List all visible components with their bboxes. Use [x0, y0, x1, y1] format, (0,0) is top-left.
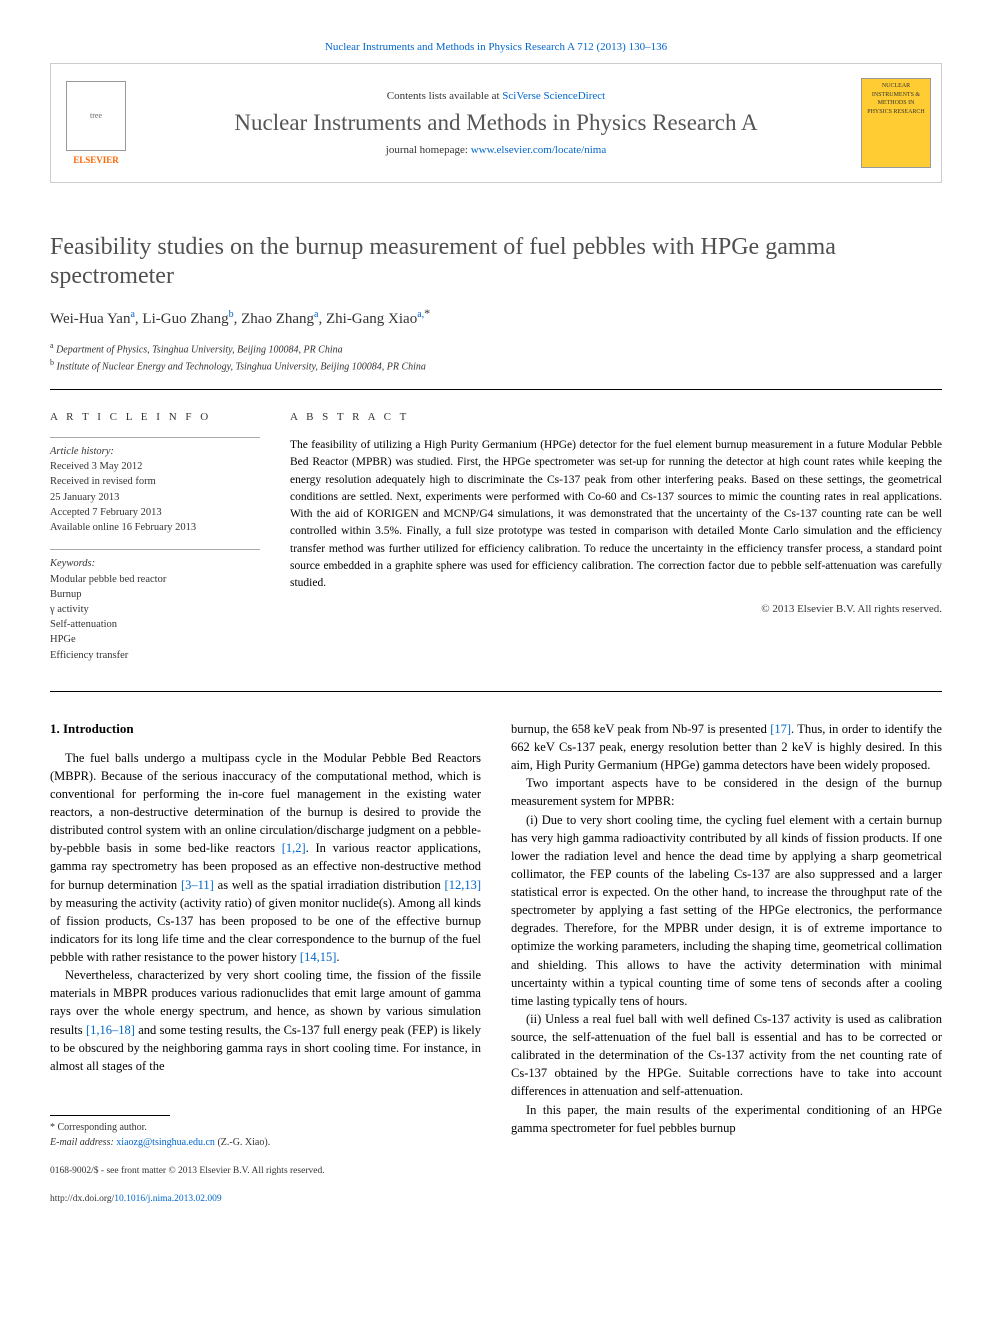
- divider-top: [50, 389, 942, 390]
- author-4: , Zhi-Gang Xiao: [318, 311, 417, 327]
- email-suffix: (Z.-G. Xiao).: [215, 1137, 270, 1148]
- body-column-left: 1. Introduction The fuel balls undergo a…: [50, 720, 481, 1207]
- citation-4[interactable]: [14,15]: [300, 950, 336, 964]
- contents-line: Contents lists available at SciVerse Sci…: [151, 89, 841, 104]
- abstract-column: A B S T R A C T The feasibility of utili…: [290, 410, 942, 677]
- keyword-4: Self-attenuation: [50, 617, 260, 632]
- author-3: , Zhao Zhang: [234, 311, 314, 327]
- author-2: , Li-Guo Zhang: [135, 311, 229, 327]
- body-columns: 1. Introduction The fuel balls undergo a…: [50, 720, 942, 1207]
- p3-text-a: burnup, the 658 keV peak from Nb-97 is p…: [511, 722, 770, 736]
- homepage-link[interactable]: www.elsevier.com/locate/nima: [471, 144, 607, 156]
- doi-line: http://dx.doi.org/10.1016/j.nima.2013.02…: [50, 1192, 481, 1206]
- journal-name: Nuclear Instruments and Methods in Physi…: [151, 110, 841, 136]
- paragraph-7: In this paper, the main results of the e…: [511, 1101, 942, 1137]
- affiliations: a Department of Physics, Tsinghua Univer…: [50, 340, 942, 375]
- email-label: E-mail address:: [50, 1137, 116, 1148]
- keyword-5: HPGe: [50, 632, 260, 647]
- authors-line: Wei-Hua Yana, Li-Guo Zhangb, Zhao Zhanga…: [50, 305, 942, 330]
- p1-text-d: by measuring the activity (activity rati…: [50, 896, 481, 964]
- citation-3[interactable]: [12,13]: [445, 878, 481, 892]
- homepage-line: journal homepage: www.elsevier.com/locat…: [151, 143, 841, 158]
- paragraph-1: The fuel balls undergo a multipass cycle…: [50, 749, 481, 967]
- footer-divider: [50, 1115, 170, 1116]
- aff-b-text: Institute of Nuclear Energy and Technolo…: [54, 362, 426, 373]
- sciencedirect-link[interactable]: SciVerse ScienceDirect: [502, 90, 605, 102]
- paragraph-5: (i) Due to very short cooling time, the …: [511, 811, 942, 1010]
- publisher-name: ELSEVIER: [73, 154, 119, 167]
- publisher-logo-block: tree ELSEVIER: [51, 64, 141, 182]
- article-history: Article history: Received 3 May 2012 Rec…: [50, 437, 260, 535]
- keywords-label: Keywords:: [50, 556, 260, 571]
- paragraph-6: (ii) Unless a real fuel ball with well d…: [511, 1010, 942, 1101]
- paragraph-4: Two important aspects have to be conside…: [511, 774, 942, 810]
- email-link[interactable]: xiaozg@tsinghua.edu.cn: [116, 1137, 215, 1148]
- doi-link[interactable]: 10.1016/j.nima.2013.02.009: [114, 1194, 221, 1204]
- citation-6[interactable]: [17]: [770, 722, 791, 736]
- history-online: Available online 16 February 2013: [50, 520, 260, 535]
- header-center: Contents lists available at SciVerse Sci…: [141, 64, 851, 182]
- affiliation-b: b Institute of Nuclear Energy and Techno…: [50, 357, 942, 374]
- top-citation: Nuclear Instruments and Methods in Physi…: [50, 40, 942, 55]
- citation-2[interactable]: [3–11]: [181, 878, 214, 892]
- homepage-text: journal homepage:: [386, 144, 471, 156]
- paragraph-2: Nevertheless, characterized by very shor…: [50, 966, 481, 1075]
- citation-1[interactable]: [1,2]: [282, 841, 306, 855]
- corresponding-author: * Corresponding author.: [50, 1120, 481, 1135]
- body-column-right: burnup, the 658 keV peak from Nb-97 is p…: [511, 720, 942, 1207]
- divider-bottom: [50, 691, 942, 692]
- history-revised-date: 25 January 2013: [50, 490, 260, 505]
- article-info-label: A R T I C L E I N F O: [50, 410, 260, 425]
- citation-5[interactable]: [1,16–18]: [86, 1023, 135, 1037]
- info-abstract-row: A R T I C L E I N F O Article history: R…: [50, 410, 942, 677]
- article-title: Feasibility studies on the burnup measur…: [50, 233, 942, 291]
- abstract-text: The feasibility of utilizing a High Puri…: [290, 437, 942, 592]
- journal-cover-icon: NUCLEAR INSTRUMENTS & METHODS IN PHYSICS…: [861, 78, 931, 168]
- p1-text-c: as well as the spatial irradiation distr…: [214, 878, 445, 892]
- journal-cover-block: NUCLEAR INSTRUMENTS & METHODS IN PHYSICS…: [851, 64, 941, 182]
- doi-label: http://dx.doi.org/: [50, 1194, 114, 1204]
- abstract-label: A B S T R A C T: [290, 410, 942, 425]
- affiliation-a: a Department of Physics, Tsinghua Univer…: [50, 340, 942, 357]
- footer-block: * Corresponding author. E-mail address: …: [50, 1115, 481, 1207]
- aff-a-text: Department of Physics, Tsinghua Universi…: [54, 344, 343, 355]
- keyword-3: γ activity: [50, 602, 260, 617]
- keyword-6: Efficiency transfer: [50, 648, 260, 663]
- keyword-2: Burnup: [50, 587, 260, 602]
- elsevier-tree-icon: tree: [66, 81, 126, 151]
- p1-text-a: The fuel balls undergo a multipass cycle…: [50, 751, 481, 856]
- issn-line: 0168-9002/$ - see front matter © 2013 El…: [50, 1164, 481, 1178]
- paragraph-3: burnup, the 658 keV peak from Nb-97 is p…: [511, 720, 942, 774]
- corresponding-star: *: [424, 306, 430, 320]
- history-label: Article history:: [50, 444, 260, 459]
- section-1-heading: 1. Introduction: [50, 720, 481, 739]
- history-revised: Received in revised form: [50, 474, 260, 489]
- email-line: E-mail address: xiaozg@tsinghua.edu.cn (…: [50, 1135, 481, 1150]
- history-received: Received 3 May 2012: [50, 459, 260, 474]
- history-accepted: Accepted 7 February 2013: [50, 505, 260, 520]
- contents-text: Contents lists available at: [387, 90, 502, 102]
- keywords-block: Keywords: Modular pebble bed reactor Bur…: [50, 549, 260, 663]
- p1-text-e: .: [336, 950, 339, 964]
- keyword-1: Modular pebble bed reactor: [50, 572, 260, 587]
- article-info-column: A R T I C L E I N F O Article history: R…: [50, 410, 260, 677]
- journal-header: tree ELSEVIER Contents lists available a…: [50, 63, 942, 183]
- abstract-copyright: © 2013 Elsevier B.V. All rights reserved…: [290, 602, 942, 617]
- author-1: Wei-Hua Yan: [50, 311, 130, 327]
